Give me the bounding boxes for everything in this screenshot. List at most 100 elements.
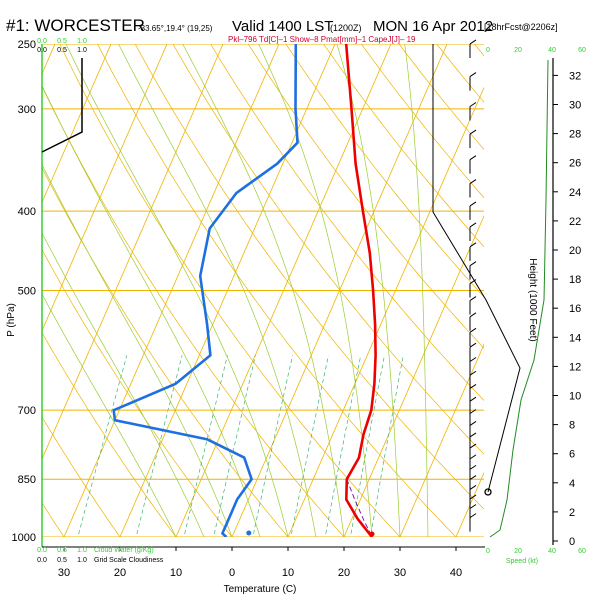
dry-adiabat-line [42, 85, 345, 537]
dry-adiabat-line [134, 44, 484, 510]
y-axis-label: P (hPa) [6, 303, 17, 337]
temperature-tick-label: 20 [338, 567, 350, 579]
tropopause-line [432, 44, 521, 493]
height-tick-label: 4 [569, 478, 575, 490]
moist-adiabat-line [42, 163, 233, 537]
height-axis-label: Height (1000 Feet) [527, 258, 538, 341]
wind-scale-bottom-label: 60 [578, 548, 586, 555]
wind-barb-flag [469, 201, 477, 207]
cloud-water-label: Cloud Water (g/Kg) [94, 547, 154, 554]
temperature-tick-label: 30 [58, 567, 70, 579]
wind-scale-top-label: 20 [514, 47, 522, 54]
dry-adiabat-line [42, 248, 233, 537]
station-title: #1: WORCESTER [6, 16, 145, 35]
pressure-tick-label: 400 [18, 206, 36, 218]
parcel-trace [346, 479, 373, 537]
x-axis-label: Temperature (C) [224, 584, 297, 595]
pressure-tick-label: 700 [18, 405, 36, 417]
wind-barb-flag [469, 443, 477, 449]
cloud-scale-top-label: 0.0 [37, 38, 47, 45]
utc-time: (1200Z) [330, 23, 362, 33]
wind-barb-flag [469, 494, 477, 500]
dry-adiabat-line [247, 44, 484, 349]
wind-barb-flag [469, 475, 477, 480]
wind-scale-bottom-label: 0 [486, 548, 490, 555]
height-tick-label: 8 [569, 420, 575, 432]
dry-adiabat-line [42, 167, 289, 537]
mixing-ratio-line [252, 355, 293, 537]
pressure-tick-label: 1000 [12, 532, 36, 544]
wind-barb-flag [469, 129, 477, 135]
height-tick-label: 28 [569, 129, 581, 141]
wind-barb-flag [469, 396, 477, 402]
cloud-scale-bottom-label-2: 0.0 [37, 557, 47, 564]
wind-barb-flag [469, 72, 477, 78]
wind-barb-flag [469, 432, 477, 438]
cloud-scale-top-label-2: 0.5 [57, 47, 67, 54]
temperature-tick-label: 0 [229, 567, 235, 579]
height-tick-label: 0 [569, 536, 575, 548]
wind-barb-flag [469, 296, 477, 301]
moist-adiabat-line [336, 44, 401, 537]
isotherm-line [399, 343, 484, 537]
cloud-scale-top-label: 1.0 [77, 38, 87, 45]
height-tick-label: 32 [569, 70, 581, 82]
pressure-tick-label: 300 [18, 104, 36, 116]
cloud-scale-top-label: 0.5 [57, 38, 67, 45]
cloud-scale-bottom-label-2: 0.5 [57, 557, 67, 564]
wind-scale-bottom-label: 40 [548, 548, 556, 555]
dry-adiabat-line [59, 44, 401, 537]
height-tick-label: 20 [569, 245, 581, 257]
temperature-tick-label: 30 [394, 567, 406, 579]
mixing-ratio-line [350, 355, 385, 537]
height-tick-label: 10 [569, 391, 581, 403]
temperature-tick-label: 40 [450, 567, 462, 579]
cloudiness-line [41, 58, 83, 153]
height-tick-label: 18 [569, 274, 581, 286]
wind-barb-flag [469, 485, 477, 490]
wind-scale-top-label: 40 [548, 47, 556, 54]
wind-barb-flag [469, 222, 477, 228]
valid-time: Valid 1400 LST [232, 18, 333, 35]
wind-barb-flag [469, 420, 477, 426]
run-date: MON 16 Apr 2012 [373, 18, 493, 35]
height-tick-label: 26 [569, 158, 581, 170]
moist-adiabat-line [65, 44, 289, 537]
moist-adiabat-line [182, 44, 345, 537]
wind-barb-flag [469, 102, 477, 107]
surface-temperature-point [369, 531, 375, 537]
temperature-profile [344, 44, 377, 537]
moist-adiabat-line [42, 293, 177, 537]
cloud-scale-bottom-label: 1.0 [77, 547, 87, 554]
pressure-tick-label: 500 [18, 286, 36, 298]
wind-barb-flag [469, 312, 477, 318]
wind-barb-flag [469, 384, 477, 389]
cloud-scale-bottom-label: 0.0 [37, 547, 47, 554]
dry-adiabat-line [42, 331, 177, 537]
wind-barb-flag [469, 39, 477, 45]
wind-scale-bottom-label: 20 [514, 548, 522, 555]
moist-adiabat-line [404, 44, 429, 537]
dry-adiabat-line [42, 416, 121, 537]
forecast-info: [18hrFcst@2206z] [484, 22, 558, 32]
dry-adiabat-line [172, 44, 484, 455]
isotherm-line [512, 44, 600, 537]
indices-line: Pkl–796 Td[C]–1 Show–8 Pmat[mm]–1 CapeJ[… [228, 35, 416, 44]
surface-wind-marker [484, 488, 492, 496]
wind-barb-flag [469, 357, 477, 362]
moist-adiabat-line [42, 232, 205, 537]
mixing-ratio-line [370, 355, 404, 537]
cloud-scale-top-label-2: 1.0 [77, 47, 87, 54]
mixing-ratio-line [77, 355, 128, 537]
grid-cloudiness-label: Grid Scale Cloudiness [94, 557, 164, 564]
wind-barb-flag [469, 513, 477, 519]
wind-barb-flag [469, 342, 477, 348]
wind-scale-top-label: 0 [486, 47, 490, 54]
height-tick-label: 22 [569, 216, 581, 228]
mixing-ratio-line [183, 355, 228, 537]
height-tick-label: 30 [569, 100, 581, 112]
height-tick-label: 14 [569, 332, 581, 344]
cloud-scale-top-label-2: 0.0 [37, 47, 47, 54]
height-tick-label: 16 [569, 303, 581, 315]
